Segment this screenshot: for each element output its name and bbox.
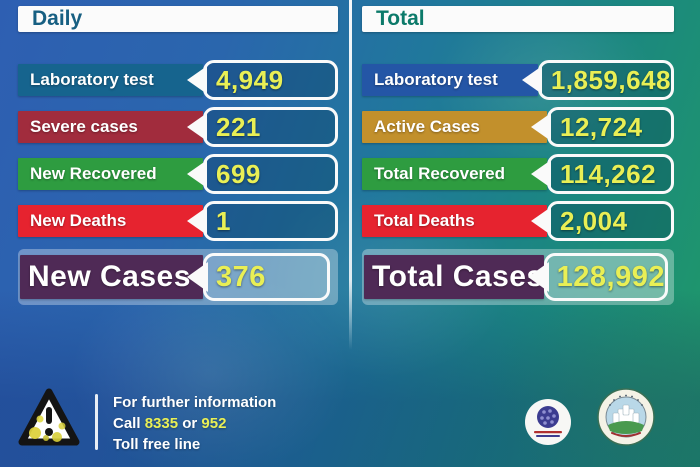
call-prefix: Call xyxy=(113,415,141,432)
arrow-left-icon xyxy=(521,66,542,94)
stat-label: Total Recovered xyxy=(374,164,506,183)
stat-label: New Recovered xyxy=(30,164,157,183)
stat-row: New Deaths 1 xyxy=(18,201,338,241)
stat-label-bar: Total Recovered xyxy=(362,158,547,190)
stat-row: Severe cases 221 xyxy=(18,107,338,147)
column-divider-line xyxy=(349,0,352,350)
stat-row: Total Recovered 114,262 xyxy=(362,154,674,194)
arrow-left-icon xyxy=(531,160,551,188)
stat-label: Laboratory test xyxy=(374,70,498,89)
stat-value: 376 xyxy=(216,260,266,293)
stat-label: Active Cases xyxy=(374,117,480,136)
stat-value: 128,992 xyxy=(556,260,665,293)
footer-band: For further information Call 8335 or 952… xyxy=(0,368,700,467)
arrow-left-icon xyxy=(187,66,207,94)
stat-value-box: 4,949 xyxy=(187,60,338,100)
stat-value-box: 1,859,648 xyxy=(521,60,674,100)
call-mid: or xyxy=(182,415,198,432)
total-cases-highlight-row: Total Cases 128,992 xyxy=(362,249,674,305)
stat-value: 1,859,648 xyxy=(550,64,671,95)
arrow-left-icon xyxy=(187,262,208,292)
stat-label: New Cases xyxy=(28,260,191,293)
stat-label-bar: Total Cases xyxy=(364,255,544,299)
footer-line2: Call 8335 or 952 xyxy=(113,413,276,434)
total-column: Total Laboratory test 1,859,648 Active C… xyxy=(362,6,674,305)
stat-label-bar: New Deaths xyxy=(18,205,203,237)
ministry-of-health-seal xyxy=(597,388,655,446)
stat-label-bar: New Cases xyxy=(20,255,203,299)
stat-label-bar: New Recovered xyxy=(18,158,203,190)
arrow-left-icon xyxy=(187,113,207,141)
phone-number-2: 952 xyxy=(201,415,227,432)
stat-label-bar: Total Deaths xyxy=(362,205,547,237)
arrow-left-icon xyxy=(527,262,549,292)
arrow-left-icon xyxy=(531,113,551,141)
stat-value-box: 2,004 xyxy=(531,201,674,241)
footer-info-text: For further information Call 8335 or 952… xyxy=(113,392,276,455)
stat-label-bar: Severe cases xyxy=(18,111,203,143)
stat-label: Total Cases xyxy=(372,260,544,293)
stat-row: Total Deaths 2,004 xyxy=(362,201,674,241)
stat-value: 2,004 xyxy=(560,205,628,236)
arrow-left-icon xyxy=(187,160,207,188)
footer-divider-line xyxy=(95,394,98,450)
stat-row: New Recovered 699 xyxy=(18,154,338,194)
stat-row: Laboratory test 4,949 xyxy=(18,60,338,100)
total-header-bar: Total xyxy=(362,6,674,32)
stat-row: Laboratory test 1,859,648 xyxy=(362,60,674,100)
stat-label-bar: Active Cases xyxy=(362,111,547,143)
arrow-left-icon xyxy=(187,207,207,235)
stat-label: Total Deaths xyxy=(374,211,475,230)
total-header-title: Total xyxy=(376,7,425,30)
stat-value: 12,724 xyxy=(560,111,643,142)
warning-icon xyxy=(18,388,80,446)
stat-label: Severe cases xyxy=(30,117,138,136)
new-cases-highlight-row: New Cases 376 xyxy=(18,249,338,305)
stat-value-box: 221 xyxy=(187,107,338,147)
stat-value: 114,262 xyxy=(560,158,657,189)
ephi-globe-logo xyxy=(525,399,571,445)
phone-number-1: 8335 xyxy=(144,415,179,432)
stat-label: Laboratory test xyxy=(30,70,154,89)
daily-column: Daily Laboratory test 4,949 Severe cases… xyxy=(18,6,338,305)
stat-value-box: 128,992 xyxy=(527,253,668,301)
stat-row: Active Cases 12,724 xyxy=(362,107,674,147)
stat-value-box: 12,724 xyxy=(531,107,674,147)
stat-value: 4,949 xyxy=(216,64,284,95)
stat-label-bar: Laboratory test xyxy=(362,64,538,96)
stat-value-box: 699 xyxy=(187,154,338,194)
stat-label-bar: Laboratory test xyxy=(18,64,203,96)
stat-label: New Deaths xyxy=(30,211,127,230)
stat-value-box: 376 xyxy=(187,253,330,301)
stat-value: 699 xyxy=(216,158,261,189)
arrow-left-icon xyxy=(531,207,551,235)
stat-value-box: 114,262 xyxy=(531,154,674,194)
stat-value: 221 xyxy=(216,111,261,142)
daily-header-bar: Daily xyxy=(18,6,338,32)
stat-value-box: 1 xyxy=(187,201,338,241)
daily-header-title: Daily xyxy=(32,7,83,30)
footer-line3: Toll free line xyxy=(113,436,201,453)
stat-value: 1 xyxy=(216,205,231,236)
footer-line1: For further information xyxy=(113,394,277,411)
